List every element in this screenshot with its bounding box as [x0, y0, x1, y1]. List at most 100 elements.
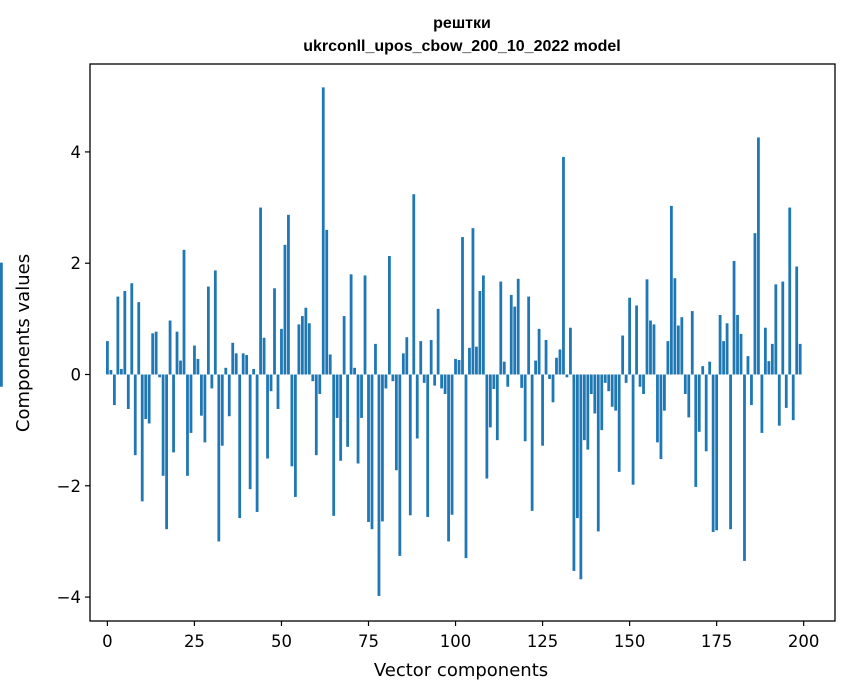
bar [523, 374, 527, 442]
bar [147, 374, 151, 424]
bar [276, 374, 280, 409]
bar [283, 244, 287, 375]
bar [119, 368, 123, 375]
bar [760, 374, 764, 433]
bar [492, 374, 496, 389]
bar [123, 291, 127, 375]
bar [440, 374, 444, 389]
bar [405, 337, 409, 375]
bar [370, 374, 374, 530]
bar [586, 374, 590, 450]
bar [0, 262, 3, 375]
bar [426, 374, 430, 517]
bar [478, 291, 482, 375]
bar [248, 374, 252, 490]
bar [346, 374, 350, 447]
bar [300, 316, 304, 375]
bars-group [0, 87, 802, 596]
bar [220, 374, 224, 446]
bar [548, 374, 551, 379]
bar [544, 340, 548, 375]
x-tick-label: 25 [184, 632, 205, 651]
bar [360, 374, 363, 418]
bar [126, 374, 130, 409]
bar [485, 374, 489, 479]
bar [499, 281, 503, 375]
bar [739, 333, 743, 375]
x-axis-ticks: 0 25 50 75 100 125 150 175 200 [102, 621, 819, 651]
bar [457, 360, 461, 375]
x-tick-label: 75 [358, 632, 379, 651]
y-tick-label: 4 [71, 143, 82, 162]
bar [502, 361, 506, 375]
bar [593, 374, 597, 414]
bar [408, 374, 412, 516]
bar [676, 325, 680, 375]
bar [663, 374, 666, 411]
plot-frame [89, 63, 836, 622]
bar [419, 341, 423, 375]
bar [621, 335, 625, 375]
bar [290, 374, 294, 467]
bar [186, 374, 189, 476]
bar [575, 374, 579, 519]
bar [582, 374, 586, 441]
bar [666, 341, 670, 375]
bar [687, 374, 691, 418]
bar [454, 358, 457, 375]
bar [694, 374, 698, 487]
bar [464, 374, 468, 559]
bar [656, 374, 659, 443]
bar [596, 374, 600, 532]
bar [144, 374, 148, 420]
bar [652, 324, 656, 375]
bar [130, 283, 134, 375]
bar [280, 328, 283, 375]
bar [433, 374, 437, 386]
bar [0, 374, 3, 387]
bar [725, 323, 729, 375]
bar [328, 354, 332, 375]
bar [415, 374, 419, 439]
bar [447, 374, 450, 542]
bar [659, 374, 663, 460]
bar [607, 374, 611, 392]
bar [377, 374, 381, 596]
y-axis-ticks: −4 −2 0 2 4 [57, 143, 90, 607]
bar [565, 374, 569, 378]
bar [795, 266, 799, 375]
bar [530, 374, 534, 511]
bar [649, 320, 652, 375]
bar [516, 278, 520, 375]
bar [520, 374, 524, 388]
bar [784, 374, 788, 408]
x-tick-label: 175 [701, 632, 733, 651]
bar [631, 374, 635, 485]
bar [642, 374, 645, 394]
bar [436, 308, 440, 375]
bar [638, 374, 642, 387]
bar [509, 294, 513, 375]
bar [603, 374, 607, 383]
bar [610, 374, 614, 407]
bar [224, 367, 228, 375]
bar [495, 374, 499, 441]
bar [572, 374, 576, 571]
bar [763, 327, 767, 375]
bar [753, 233, 757, 375]
bar [673, 278, 677, 375]
bar [179, 360, 182, 375]
chart-title: рештки [433, 15, 491, 32]
bar [534, 360, 537, 375]
bar [193, 345, 196, 375]
bar [314, 374, 318, 456]
bar [635, 305, 638, 375]
bar [398, 374, 402, 556]
bar [743, 374, 746, 561]
bar [617, 374, 621, 472]
bar [718, 314, 722, 375]
bar [172, 374, 175, 453]
bar [788, 207, 792, 375]
bar [342, 316, 346, 375]
bar [422, 374, 426, 383]
